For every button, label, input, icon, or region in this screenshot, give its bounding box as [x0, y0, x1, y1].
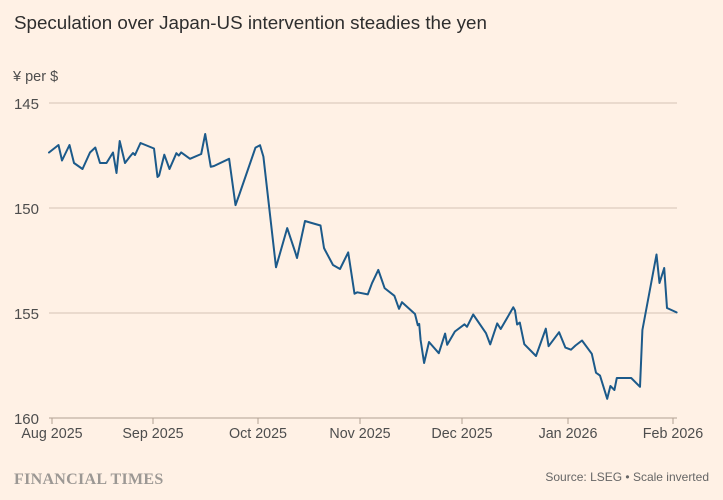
svg-text:Sep 2025: Sep 2025	[122, 426, 183, 442]
svg-text:150: 150	[14, 201, 39, 218]
svg-text:Nov 2025: Nov 2025	[329, 426, 390, 442]
svg-text:Feb 2026: Feb 2026	[643, 426, 703, 442]
svg-text:Jan 2026: Jan 2026	[539, 426, 598, 442]
svg-text:145: 145	[14, 96, 39, 113]
svg-text:155: 155	[14, 306, 39, 323]
svg-text:Dec 2025: Dec 2025	[431, 426, 492, 442]
svg-text:Aug 2025: Aug 2025	[21, 426, 82, 442]
svg-text:Oct 2025: Oct 2025	[229, 426, 287, 442]
